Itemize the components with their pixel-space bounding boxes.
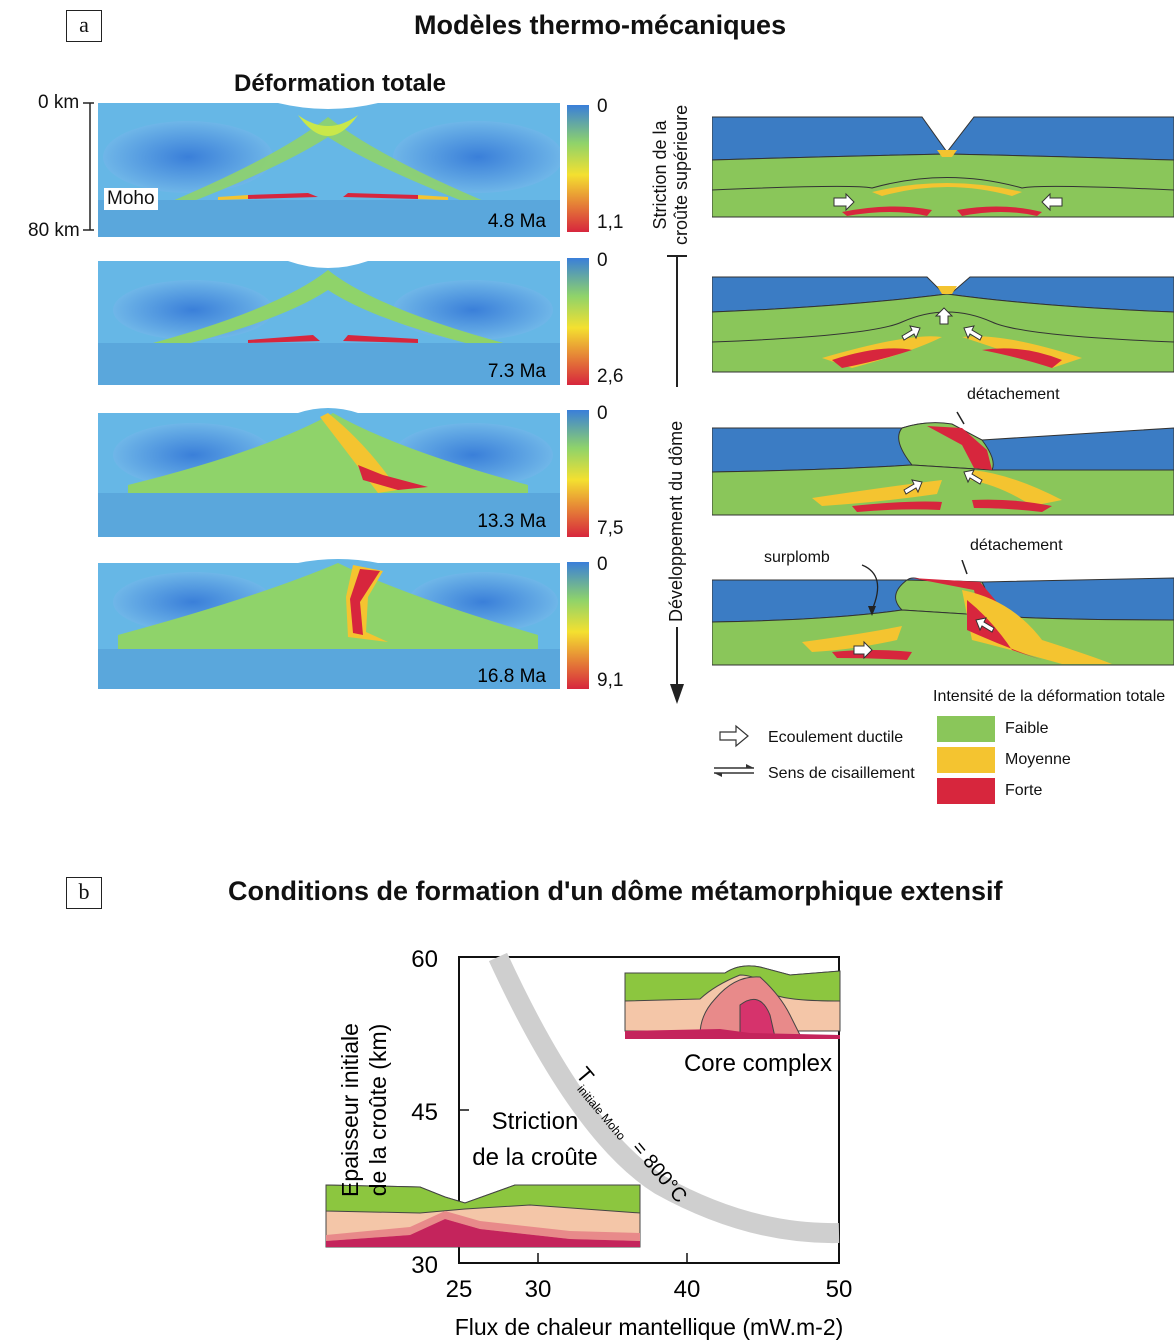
color-scales	[567, 105, 589, 689]
x-tick-50: 50	[826, 1276, 853, 1303]
y-axis-label-line1: Epaisseur initiale	[337, 1023, 363, 1197]
scale-min-2: 0	[597, 250, 608, 271]
legend-arrows	[714, 724, 754, 777]
left-title: Déformation totale	[234, 70, 447, 97]
stage-arrow	[667, 255, 687, 704]
x-axis-label: Flux de chaleur mantellique (mW.m-2)	[455, 1314, 844, 1340]
scale-max-4: 9,1	[597, 670, 624, 691]
depth-scale-bar	[83, 102, 94, 231]
legend-label-moyenne: Moyenne	[1005, 751, 1071, 768]
scale-min-3: 0	[597, 403, 608, 424]
legend-swatch-faible	[937, 716, 995, 742]
surplomb-label: surplomb	[764, 549, 830, 566]
stage1-label: Striction de la croûte supérieure	[650, 104, 691, 245]
scale-min-4: 0	[597, 554, 608, 575]
model-section-2: 7.3 Ma	[98, 261, 560, 385]
y-tick-30: 30	[411, 1252, 438, 1279]
model-section-1: 4.8 Ma	[98, 103, 560, 237]
model-age-1: 4.8 Ma	[488, 211, 547, 232]
moho-label: Moho	[104, 188, 158, 210]
schematic-3	[712, 411, 1174, 516]
scale-max-3: 7,5	[597, 518, 624, 539]
y-tick-60: 60	[411, 946, 438, 973]
schematic-4	[712, 560, 1174, 666]
schematic-2	[712, 276, 1174, 373]
model-section-3: 13.3 Ma	[98, 408, 560, 537]
scale-min-1: 0	[597, 96, 608, 117]
striction-line1: Striction	[492, 1108, 579, 1135]
x-tick-30: 30	[525, 1276, 552, 1303]
y-axis-label-line2: de la croûte (km)	[365, 1024, 391, 1197]
scale-max-1: 1,1	[597, 212, 624, 233]
legend-label-forte: Forte	[1005, 782, 1043, 799]
x-tick-40: 40	[674, 1276, 701, 1303]
striction-inset	[325, 1184, 641, 1248]
legend-shear-label: Sens de cisaillement	[768, 765, 915, 782]
depth-top-label: 0 km	[38, 92, 80, 113]
legend-label-faible: Faible	[1005, 720, 1049, 737]
model-age-4: 16.8 Ma	[477, 666, 546, 687]
scale-max-2: 2,6	[597, 366, 624, 387]
panel-a-title: Modèles thermo-mécaniques	[414, 10, 787, 40]
core-complex-label: Core complex	[684, 1050, 832, 1077]
stage2-label: Développement du dôme	[666, 420, 686, 622]
striction-line2: de la croûte	[472, 1144, 597, 1171]
x-tick-25: 25	[446, 1276, 473, 1303]
legend-swatch-moyenne	[937, 747, 995, 773]
legend-title: Intensité de la déformation totale	[933, 688, 1166, 705]
depth-bottom-label: 80 km	[28, 220, 80, 241]
panel-b-title: Conditions de formation d'un dôme métamo…	[228, 876, 1003, 906]
formation-plot: 60 45 30 25 30 40 50 Flux de chaleur man…	[325, 946, 853, 1340]
detachement-label-2: détachement	[970, 537, 1063, 554]
model-age-3: 13.3 Ma	[477, 511, 546, 532]
panel-b-letter: b	[66, 877, 102, 909]
legend-flow-label: Ecoulement ductile	[768, 729, 904, 746]
detachement-label-1: détachement	[967, 386, 1060, 403]
model-section-4: 16.8 Ma	[98, 559, 560, 689]
model-age-2: 7.3 Ma	[488, 361, 547, 382]
panel-a-letter: a	[66, 10, 102, 42]
schematic-1	[712, 116, 1174, 218]
legend-swatch-forte	[937, 778, 995, 804]
core-complex-inset	[624, 965, 841, 1039]
y-tick-45: 45	[411, 1099, 438, 1126]
